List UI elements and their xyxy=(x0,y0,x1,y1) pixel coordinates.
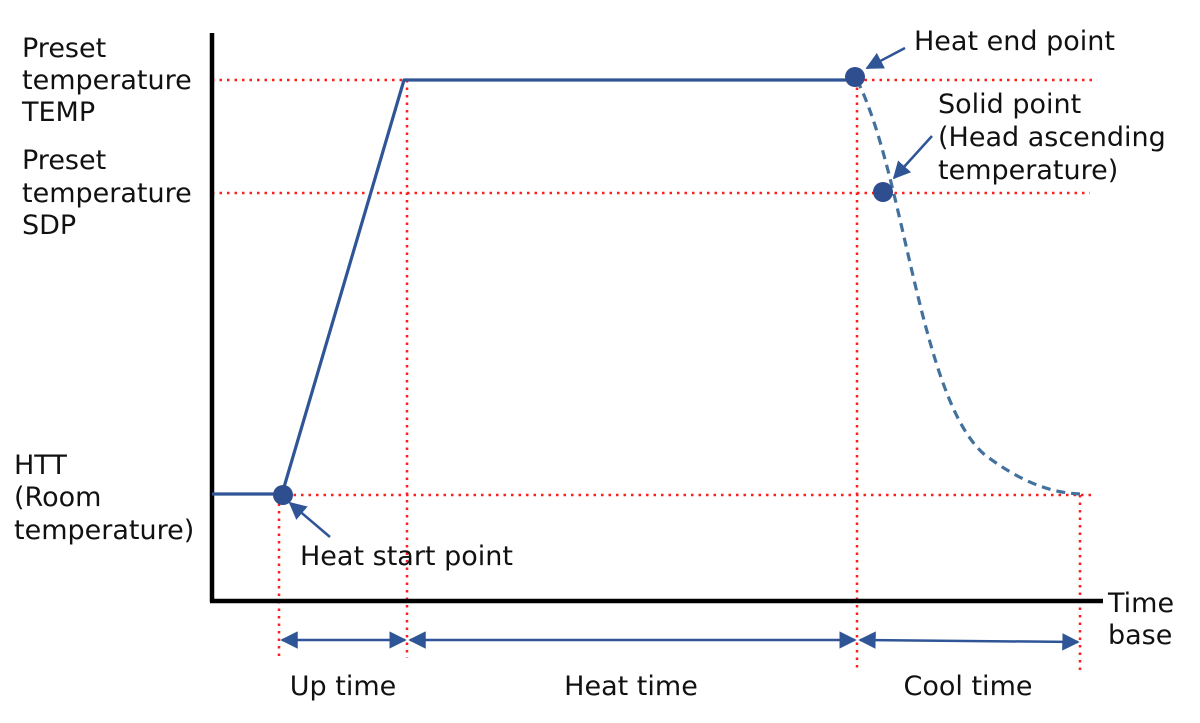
sdp-label-line: temperature xyxy=(22,178,192,209)
solid-point-arrow-icon xyxy=(892,135,933,180)
vertical-guide-lines xyxy=(277,80,1082,672)
solid-point-label: Solid point (Head ascending temperature) xyxy=(938,89,1174,186)
cool-time-dimension-arrow-icon xyxy=(858,631,1080,651)
sdp-level-label: Preset temperature SDP xyxy=(22,145,200,241)
sdp-label-line: Preset xyxy=(22,145,106,176)
cool-time-label: Cool time xyxy=(904,671,1033,702)
cooling-curve xyxy=(855,79,1081,496)
htt-label-line: HTT xyxy=(14,450,67,481)
solid-point-label-line: Solid point xyxy=(938,89,1081,120)
heat-time-label: Heat time xyxy=(564,671,698,702)
heat-end-marker-icon xyxy=(845,67,865,87)
x-axis-label-line: base xyxy=(1108,620,1172,651)
temp-label-line: Preset xyxy=(22,33,106,64)
heat-start-marker-icon xyxy=(273,485,293,505)
solid-point-marker-icon xyxy=(873,182,893,202)
heating-curve xyxy=(212,78,857,496)
htt-label-line: temperature) xyxy=(14,515,194,546)
solid-point-label-line: (Head ascending xyxy=(938,122,1166,153)
temp-label-line: TEMP xyxy=(21,97,95,128)
htt-label-line: (Room xyxy=(14,482,101,513)
heat-start-arrow-icon xyxy=(288,501,331,538)
temp-label-line: temperature xyxy=(22,65,192,96)
heat-end-arrow-icon xyxy=(865,46,906,70)
up-time-label: Up time xyxy=(290,671,396,702)
temp-level-label: Preset temperature TEMP xyxy=(21,33,200,128)
sdp-label-line: SDP xyxy=(22,210,76,241)
heat-end-point-label: Heat end point xyxy=(914,26,1115,57)
x-axis-label: Time base xyxy=(1107,588,1183,651)
heat-start-point-label: Heat start point xyxy=(300,541,513,572)
htt-level-label: HTT (Room temperature) xyxy=(14,450,194,546)
solid-point-label-line: temperature) xyxy=(938,155,1118,186)
x-axis-label-line: Time xyxy=(1107,588,1174,619)
